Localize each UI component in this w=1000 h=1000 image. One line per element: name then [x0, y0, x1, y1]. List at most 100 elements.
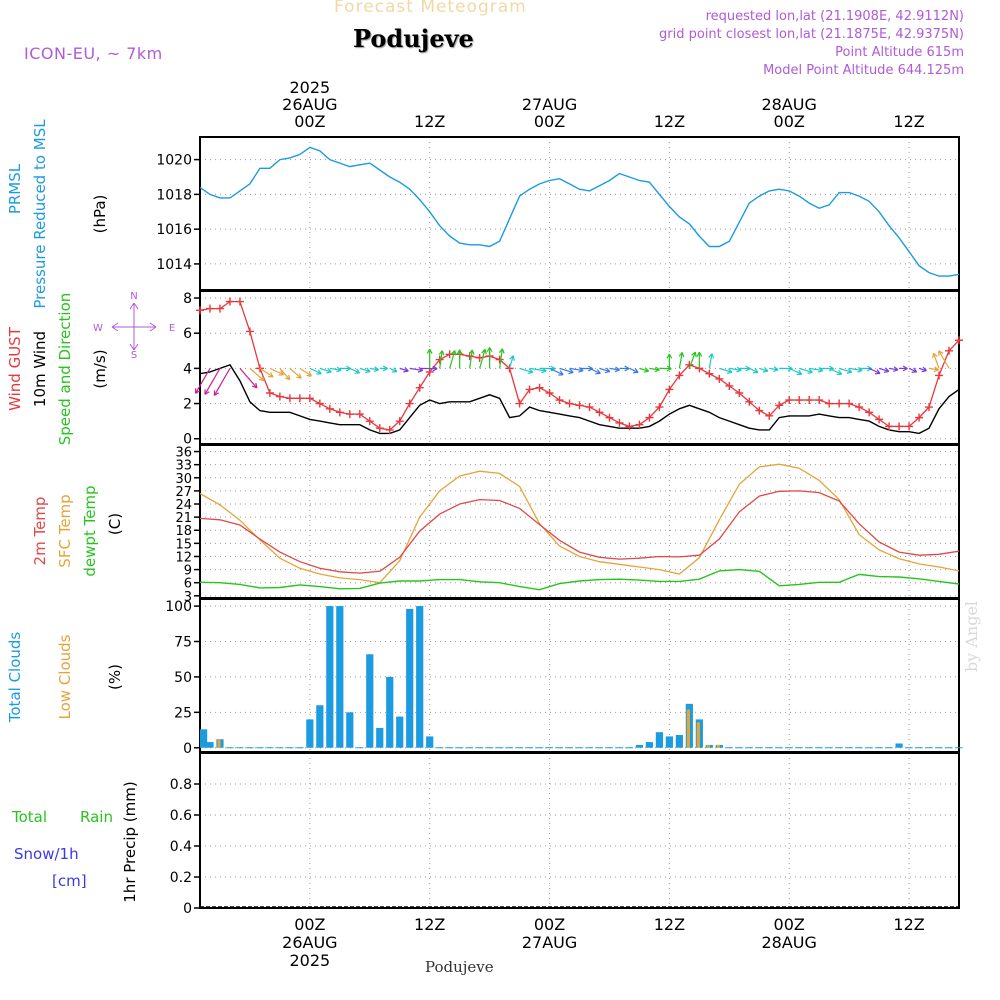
wind-arrow-head	[902, 365, 908, 372]
wind-direction-arrow	[878, 367, 890, 372]
wind-direction-arrow	[204, 368, 221, 395]
wind-direction-arrow	[932, 352, 940, 369]
gust-marker	[755, 406, 764, 415]
wind-direction-arrow	[928, 367, 939, 371]
wind-arrow-head	[258, 375, 265, 382]
top-time-label: 12Z	[654, 112, 685, 131]
wind-direction-arrow	[289, 367, 302, 379]
total-cloud-bar	[675, 735, 683, 748]
y-tick-label: 0.8	[170, 777, 192, 793]
model-label: ICON-EU, ~ 7km	[24, 44, 163, 63]
total-cloud-bar	[326, 606, 334, 748]
wind-direction-arrow	[399, 367, 409, 372]
pressure-series-line	[200, 146, 959, 277]
gust-marker	[845, 399, 854, 408]
compass-n-label: N	[130, 291, 137, 302]
wind-direction-arrow	[249, 367, 265, 382]
wind-arrow-head	[736, 366, 742, 373]
wind-direction-arrow	[239, 367, 258, 389]
gust-marker	[855, 403, 864, 412]
wind-direction-arrow	[509, 355, 514, 369]
wind-direction-arrow	[599, 367, 610, 373]
gust-marker	[665, 385, 674, 394]
wind-direction-arrow	[609, 367, 620, 371]
total-cloud-bar	[645, 742, 654, 748]
wind-arrow-head	[568, 368, 574, 375]
wind-arrow-head	[432, 365, 438, 372]
y-tick-label: 1014	[156, 257, 192, 273]
y-tick-label: 6	[183, 326, 192, 342]
low-cloud-bar	[217, 739, 221, 748]
gust-marker	[515, 399, 524, 408]
gust-marker	[365, 417, 374, 426]
wind-direction-arrow	[309, 367, 322, 375]
wind-direction-arrow	[788, 367, 802, 375]
gust-marker	[875, 415, 884, 424]
wind-arrow-head	[373, 366, 380, 373]
wind-direction-arrow	[559, 367, 574, 374]
gust-marker	[735, 389, 744, 397]
wind-arrow-head	[696, 351, 703, 357]
total-cloud-bar	[895, 743, 903, 748]
gust-marker	[555, 396, 564, 405]
wind-direction-arrow	[529, 367, 547, 372]
precip-total-label: Total	[12, 808, 48, 826]
y-tick-label: 100	[165, 599, 192, 615]
wind-direction-arrow	[799, 367, 813, 373]
wind-arrow-head	[354, 368, 361, 374]
y-tick-label: 1020	[156, 153, 192, 169]
dewpt-temp-line	[200, 568, 959, 591]
gust-marker	[285, 394, 294, 403]
wind-direction-arrow	[649, 367, 660, 371]
gust-marker	[645, 413, 654, 422]
gust-marker	[575, 401, 584, 410]
gust-marker	[615, 418, 624, 427]
y-tick-label: 21	[175, 511, 192, 526]
wind-arrow-head	[468, 349, 475, 355]
wind-direction-arrow	[809, 367, 823, 372]
y-tick-label: 9	[184, 564, 192, 579]
wind-arrow-head	[691, 351, 697, 358]
wind-direction-arrow	[888, 367, 899, 371]
total-cloud-bar	[200, 729, 208, 748]
top-time-label: 12Z	[414, 112, 445, 131]
wind-arrow-head	[456, 349, 463, 355]
bottom-time-label: 00Z	[774, 915, 805, 934]
gust-marker	[445, 350, 454, 359]
wind-arrow-head	[316, 369, 322, 375]
gust-marker	[215, 304, 224, 313]
y-tick-label: 36	[175, 446, 192, 461]
y-tick-label: 3	[184, 590, 192, 605]
top-time-label: 27AUG	[522, 95, 577, 114]
wind-arrow-head	[481, 348, 487, 355]
y-tick-label: 0	[183, 741, 192, 757]
gust-marker	[295, 394, 304, 403]
total-cloud-bar	[665, 736, 673, 748]
wind-direction-arrow	[918, 367, 927, 372]
gust-marker	[635, 420, 644, 429]
top-time-label: 00Z	[774, 112, 805, 131]
total-cloud-bar	[206, 742, 214, 748]
wind-arrow-head	[194, 388, 201, 394]
compass-ns-arrow	[129, 302, 139, 351]
low-cloud-bar	[716, 744, 720, 748]
y-tick-label: 8	[183, 291, 192, 307]
gust-marker	[205, 304, 214, 313]
wind-direction-arrow	[729, 367, 742, 371]
y-tick-label: 0.4	[170, 839, 192, 855]
wind-direction-arrow	[449, 350, 456, 369]
gust-marker	[495, 355, 504, 364]
y-tick-label: 25	[174, 705, 192, 721]
low-cloud-bar	[696, 722, 700, 748]
gust-marker	[325, 404, 334, 413]
top-time-label: 28AUG	[762, 95, 817, 114]
gust-marker	[196, 306, 204, 315]
gust-marker	[725, 381, 734, 390]
wind-arrow-head	[213, 390, 219, 396]
wind-direction-arrow	[469, 349, 473, 369]
total-cloud-bar	[396, 716, 404, 748]
gust-marker	[795, 396, 804, 405]
gust-marker	[255, 364, 264, 373]
wind-direction-arrow	[828, 367, 842, 375]
